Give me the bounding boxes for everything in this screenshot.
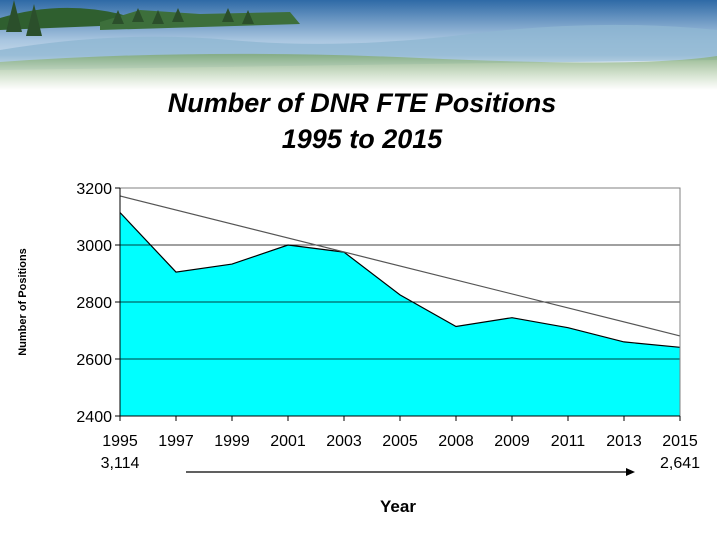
x-axis-label: Year xyxy=(380,497,416,516)
timeline-arrow-head xyxy=(626,468,635,476)
x-tick-label-2013: 2013 xyxy=(606,433,642,450)
trendline xyxy=(119,195,681,337)
y-tick-label-2600: 2600 xyxy=(76,352,112,369)
x-tick-label-1995: 1995 xyxy=(102,433,138,450)
area-layer xyxy=(119,212,681,416)
chart-title-line-2: 1995 to 2015 xyxy=(282,124,444,154)
chart-title: Number of DNR FTE Positions 1995 to 2015 xyxy=(168,88,557,154)
annotations: 3,114 2,641 xyxy=(101,455,700,476)
x-tick-label-1999: 1999 xyxy=(214,433,250,450)
trendline-layer xyxy=(119,195,681,337)
landscape-banner xyxy=(0,0,717,90)
x-tick-label-2015: 2015 xyxy=(662,433,698,450)
chart-title-line-1: Number of DNR FTE Positions xyxy=(168,88,557,118)
y-tick-label-3200: 3200 xyxy=(76,181,112,198)
y-tick-labels: 2400 2600 2800 3000 3200 xyxy=(76,181,112,426)
y-tick-label-2800: 2800 xyxy=(76,295,112,312)
start-value-label: 3,114 xyxy=(101,455,140,472)
axes xyxy=(115,187,681,421)
y-tick-label-3000: 3000 xyxy=(76,238,112,255)
y-tick-label-2400: 2400 xyxy=(76,409,112,426)
x-tick-labels: 1995 1997 1999 2001 2003 2005 2008 2009 2011 2013… xyxy=(102,433,698,450)
area-fill xyxy=(120,212,680,416)
x-tick-label-2001: 2001 xyxy=(270,433,306,450)
x-tick-label-2005: 2005 xyxy=(382,433,418,450)
axis-labels: Year Number of Positions xyxy=(17,248,416,516)
x-tick-label-1997: 1997 xyxy=(158,433,194,450)
end-value-label: 2,641 xyxy=(660,455,700,472)
x-tick-label-2003: 2003 xyxy=(326,433,362,450)
y-axis-label: Number of Positions xyxy=(17,248,29,356)
x-tick-label-2008: 2008 xyxy=(438,433,474,450)
x-tick-label-2009: 2009 xyxy=(494,433,530,450)
x-tick-label-2011: 2011 xyxy=(551,433,586,450)
area-line xyxy=(119,212,681,348)
